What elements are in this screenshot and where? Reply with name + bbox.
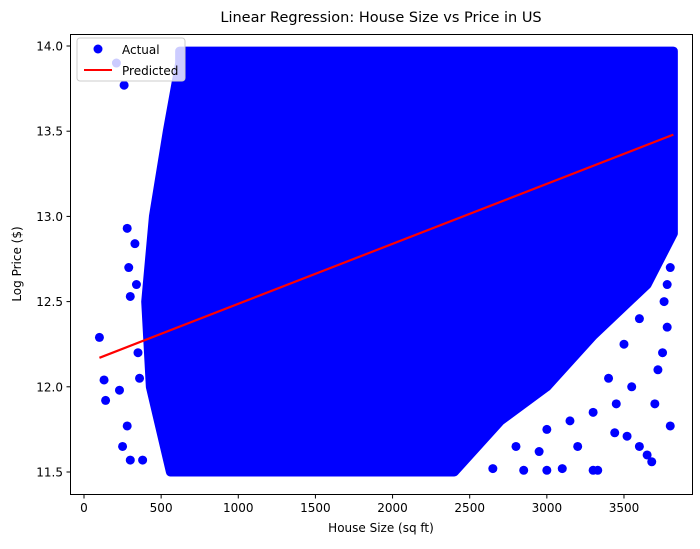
x-tick-label: 0 [80,501,88,515]
x-tick-label: 3000 [532,501,563,515]
scatter-point [511,441,521,451]
scatter-point [125,291,135,301]
axis-ticks: 0 500 1000 1500 2000 2500 3000 3500 11.5 12.0 12.5… [36,40,639,516]
scatter-point [658,348,668,358]
scatter-point [122,421,132,431]
scatter-point [124,263,134,273]
scatter-point [534,447,544,457]
x-tick-label: 2000 [377,501,408,515]
scatter-point [94,332,104,342]
regression-line [99,133,674,359]
scatter-point [131,280,141,290]
scatter-point [662,280,672,290]
y-tick-label: 11.5 [36,466,63,480]
scatter-point [662,322,672,332]
scatter-point [519,465,529,475]
y-tick-label: 13.5 [36,125,63,139]
scatter-point [642,450,652,460]
scatter-point [119,80,129,90]
scatter-point [634,441,644,451]
legend-label-actual: Actual [122,43,160,57]
scatter-point [135,373,145,383]
scatter-point [665,263,675,273]
scatter-point [565,416,575,426]
scatter-point [588,407,598,417]
scatter-point [99,375,109,385]
scatter-point [542,424,552,434]
chart-title: Linear Regression: House Size vs Price i… [220,10,541,26]
scatter-dense-region [141,46,678,477]
x-axis-label: House Size (sq ft) [328,521,434,535]
scatter-point [122,223,132,233]
scatter-point [611,399,621,409]
scatter-point [653,365,663,375]
legend: Actual Predicted [76,37,186,82]
scatter-point [542,465,552,475]
x-tick-label: 2500 [454,501,485,515]
scatter-point [557,464,567,474]
legend-label-predicted: Predicted [122,64,178,78]
scatter-point [650,399,660,409]
scatter-point [573,441,583,451]
x-tick-label: 1000 [223,501,254,515]
x-tick-label: 500 [150,501,173,515]
plot-area [94,46,678,477]
scatter-point [101,395,111,405]
scatter-point [622,431,632,441]
scatter-point [114,385,124,395]
scatter-point [488,464,498,474]
scatter-point [647,457,657,467]
scatter-point [133,348,143,358]
scatter-point [588,465,598,475]
legend-marker-actual [93,44,103,54]
scatter-point [627,382,637,392]
y-tick-label: 12.5 [36,295,63,309]
y-tick-label: 14.0 [36,40,63,54]
scatter-point [665,421,675,431]
y-tick-label: 13.0 [36,210,63,224]
scatter-point [130,239,140,249]
y-axis-label: Log Price ($) [10,226,24,301]
scatter-point [138,455,148,465]
y-tick-label: 12.0 [36,380,63,394]
axes-frame [70,34,693,495]
scatter-point [634,314,644,324]
scatter-point [125,455,135,465]
scatter-point [610,428,620,438]
scatter-point [619,339,629,349]
scatter-point [659,297,669,307]
scatter-point [118,441,128,451]
scatter-point [604,373,614,383]
x-tick-label: 1500 [300,501,331,515]
x-tick-label: 3500 [609,501,640,515]
